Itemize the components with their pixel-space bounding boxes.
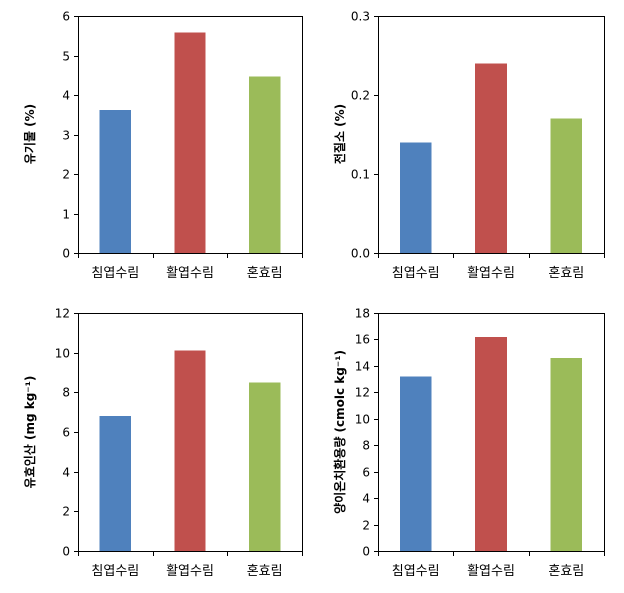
- x-category-label: 활엽수림: [166, 266, 214, 281]
- bar-2: [475, 336, 507, 551]
- y-axis-label: 전질소 (%): [332, 104, 347, 164]
- y-tick-label: 0.2: [351, 89, 370, 103]
- bar-2: [174, 32, 206, 253]
- x-axis-categories: 침엽수림 활엽수림 혼효림: [378, 253, 605, 281]
- y-tick-label: 4: [62, 466, 70, 480]
- x-category-label: 침엽수림: [91, 266, 139, 281]
- x-category-label: 활엽수림: [467, 564, 515, 579]
- y-tick-label: 0: [62, 545, 70, 559]
- x-category-label: 혼효림: [548, 564, 584, 579]
- x-axis-categories: 침엽수림 활엽수림 혼효림: [78, 253, 303, 281]
- y-axis-label: 유기물 (%): [22, 104, 37, 164]
- bars: [99, 32, 281, 254]
- y-tick-label: 5: [62, 50, 70, 64]
- y-tick-label: 12: [355, 386, 370, 400]
- bars: [399, 63, 583, 254]
- chart-panel-available-phosphorus: 0 2 4 6 8 10 12 침엽수림 활엽수림 혼효림 유효인산 (mg kg⁻¹): [22, 307, 303, 579]
- y-tick-label: 2: [62, 168, 70, 182]
- chart-panel-organic-matter: 0 1 2 3 4 5 6 침엽수림 활엽수림 혼효림 유기물 (%): [22, 10, 303, 281]
- y-axis-ticks: 0 2 4 6 8 10 12: [55, 307, 79, 559]
- y-tick-label: 0: [362, 545, 370, 559]
- x-category-label: 활엽수림: [166, 564, 214, 579]
- x-category-label: 침엽수림: [392, 266, 440, 281]
- bar-2: [475, 63, 507, 254]
- bar-3: [249, 76, 281, 254]
- y-tick-label: 4: [62, 89, 70, 103]
- y-axis-ticks: 0 2 4 6 8 10 12 14 16 18: [355, 307, 379, 559]
- bars: [399, 336, 583, 551]
- bar-3: [550, 118, 583, 253]
- y-axis-ticks: 0 1 2 3 4 5 6: [62, 10, 79, 261]
- y-axis-ticks: 0.0 0.1 0.2 0.3: [351, 10, 379, 261]
- bar-1: [399, 142, 432, 253]
- y-tick-label: 0.3: [351, 10, 370, 24]
- y-tick-label: 0: [62, 247, 70, 261]
- y-tick-label: 0.1: [351, 168, 370, 182]
- y-tick-label: 0.0: [351, 247, 370, 261]
- y-tick-label: 2: [62, 505, 70, 519]
- x-category-label: 활엽수림: [467, 266, 515, 281]
- y-tick-label: 10: [55, 347, 70, 361]
- y-tick-label: 4: [362, 492, 370, 506]
- chart-panel-total-nitrogen: 0.0 0.1 0.2 0.3 침엽수림 활엽수림 혼효림 전질소 (%): [332, 10, 605, 281]
- bar-1: [99, 110, 132, 253]
- bar-1: [399, 376, 432, 551]
- y-tick-label: 6: [62, 10, 70, 24]
- y-tick-label: 3: [62, 129, 70, 143]
- bar-2: [174, 350, 206, 551]
- y-tick-label: 14: [355, 360, 370, 374]
- y-tick-label: 2: [362, 519, 370, 533]
- x-axis-categories: 침엽수림 활엽수림 혼효림: [378, 551, 605, 579]
- y-tick-label: 8: [362, 439, 370, 453]
- y-axis-label: 유효인산 (mg kg⁻¹): [22, 376, 37, 489]
- x-category-label: 혼효림: [247, 564, 283, 579]
- x-category-label: 침엽수림: [392, 564, 440, 579]
- bars: [99, 350, 281, 551]
- y-tick-label: 6: [62, 426, 70, 440]
- y-tick-label: 8: [62, 386, 70, 400]
- bar-3: [249, 382, 281, 551]
- y-tick-label: 18: [355, 307, 370, 321]
- x-axis-categories: 침엽수림 활엽수림 혼효림: [78, 551, 303, 579]
- y-axis-label: 양이온치환용량 (cmolc kg⁻¹): [332, 350, 347, 514]
- bar-1: [99, 416, 132, 551]
- x-category-label: 혼효림: [548, 266, 584, 281]
- y-tick-label: 6: [362, 466, 370, 480]
- chart-panel-cation-exchange-capacity: 0 2 4 6 8 10 12 14 16 18 침엽수림 활엽수림 혼효림 양이온치환용량 (cmo…: [332, 307, 605, 579]
- y-tick-label: 10: [355, 413, 370, 427]
- bar-3: [550, 358, 583, 551]
- y-tick-label: 1: [62, 208, 70, 222]
- y-tick-label: 16: [355, 333, 370, 347]
- y-tick-label: 12: [55, 307, 70, 321]
- x-category-label: 혼효림: [247, 266, 283, 281]
- x-category-label: 침엽수림: [91, 564, 139, 579]
